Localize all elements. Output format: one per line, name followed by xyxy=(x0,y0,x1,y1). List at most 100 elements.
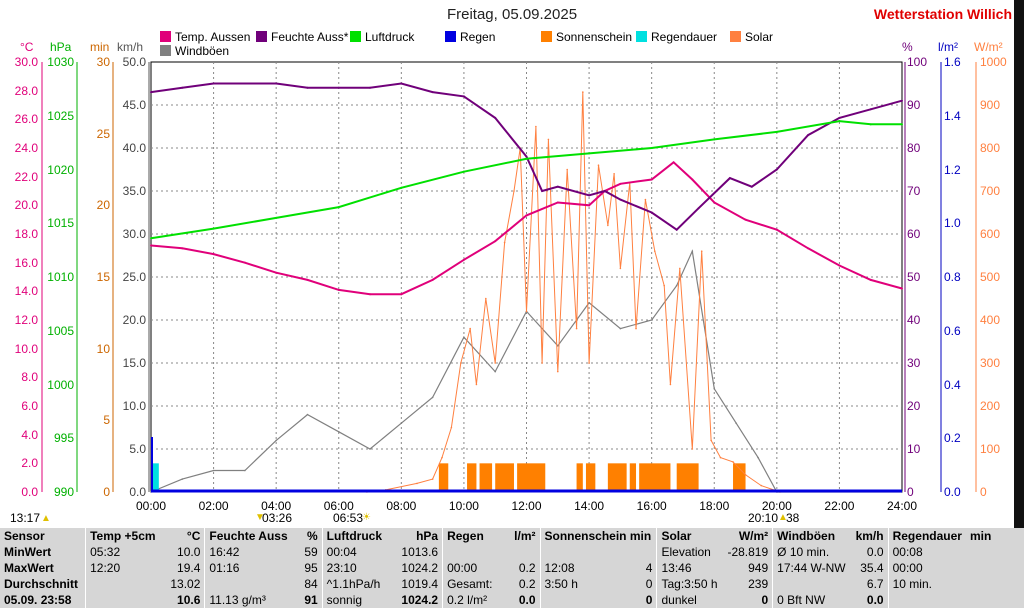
stats-cell-label xyxy=(539,544,614,560)
series-point xyxy=(650,211,653,214)
stats-row: MinWert 05:32 10.0 16:42 59 00:04 1013.6 Elevat… xyxy=(0,544,1024,560)
stats-header: Regendauer xyxy=(887,528,966,544)
series-point xyxy=(275,271,278,274)
stats-cell-label: 05:32 xyxy=(85,544,167,560)
stats-cell-value: 0 xyxy=(645,577,653,591)
series-point xyxy=(462,95,465,98)
stats-cell-label: 13:46 xyxy=(656,560,724,576)
rain-bar xyxy=(151,437,153,492)
solar-point xyxy=(494,362,497,364)
sunshine-bar xyxy=(576,463,583,492)
stats-row-label: MaxWert xyxy=(4,561,54,575)
series-point xyxy=(901,287,903,290)
sunshine-bar xyxy=(733,463,746,492)
solar-series-line xyxy=(366,92,781,493)
legend-swatch xyxy=(256,31,267,42)
series-point xyxy=(212,227,215,230)
series-point xyxy=(838,264,841,267)
stats-cell-value: 91 xyxy=(304,593,318,607)
stats-cell-label: 00:00 xyxy=(442,560,503,576)
wm2-tick-label: 300 xyxy=(980,356,1001,370)
series-point xyxy=(150,91,152,94)
series-point xyxy=(275,216,278,219)
x-tick-label: 02:00 xyxy=(198,499,229,513)
stats-cell-label: Ø 10 min. xyxy=(772,544,850,560)
series-point xyxy=(750,185,753,188)
solar-point xyxy=(450,426,453,429)
series-point xyxy=(431,278,434,281)
temp-tick-label: 16.0 xyxy=(14,255,38,270)
wm2-tick-label: 900 xyxy=(980,98,1001,112)
stats-cell-label: Gesamt: xyxy=(442,576,503,592)
lm2-tick-label: 0.4 xyxy=(944,377,961,392)
solar-point xyxy=(541,362,543,364)
lm2-tick-label: 0.8 xyxy=(944,270,961,284)
series-point xyxy=(525,155,528,158)
legend-item-humidity: Feuchte Auss* xyxy=(256,30,348,44)
sunshine-bar xyxy=(585,463,596,492)
temp-tick-label: 12.0 xyxy=(14,313,38,327)
gust-point xyxy=(244,469,246,472)
stats-cell-value: 1019.4 xyxy=(401,577,439,591)
hpa-tick-label: 1005 xyxy=(47,323,74,338)
stats-cell-value: 949 xyxy=(748,561,769,575)
stats-cell-label: 00:08 xyxy=(887,544,1024,560)
stats-cell-value xyxy=(613,544,657,560)
temp-tick-label: 6.0 xyxy=(21,399,38,413)
hpa-tick-label: 1015 xyxy=(47,216,74,231)
stats-header-unit: km/h xyxy=(855,529,884,543)
gust-point xyxy=(556,345,559,347)
wm2-tick-label: 700 xyxy=(980,184,1001,198)
unit-lm2: l/m² xyxy=(938,40,958,54)
solar-point xyxy=(760,484,762,487)
gust-point xyxy=(337,431,340,433)
solar-point xyxy=(547,138,550,141)
gust-point xyxy=(619,327,622,330)
x-tick-label: 14:00 xyxy=(574,499,605,513)
min-tick-label: 25 xyxy=(96,126,110,141)
legend-item-rain-duration: Regendauer xyxy=(636,30,717,44)
temp-tick-label: 22.0 xyxy=(14,169,38,184)
x-tick-label: 06:00 xyxy=(323,499,354,513)
stats-cell-label: 00:04 xyxy=(321,544,398,560)
gust-point xyxy=(650,319,653,321)
stats-cell-label: 01:16 xyxy=(204,560,297,576)
series-point xyxy=(243,82,246,85)
lm2-tick-label: 1.2 xyxy=(944,162,961,177)
series-point xyxy=(462,258,465,261)
series-point xyxy=(901,99,903,102)
kmh-tick-label: 15.0 xyxy=(122,356,146,370)
solar-point xyxy=(644,198,647,201)
stats-cell-label: sonnig xyxy=(321,592,398,608)
kmh-tick-label: 10.0 xyxy=(122,399,146,413)
series-point xyxy=(337,288,340,291)
series-point xyxy=(150,237,152,240)
stats-table: Sensor Temp +5cm °C Feuchte Auss % Luftd… xyxy=(0,528,1024,608)
stats-cell-label: 0.2 l/m² xyxy=(442,592,503,608)
lm2-tick-label: 0.6 xyxy=(944,323,961,338)
stats-cell-label: ^1.1hPa/h xyxy=(321,576,398,592)
sunshine-bar xyxy=(607,463,627,492)
solar-point xyxy=(597,164,600,166)
series-point xyxy=(807,134,810,137)
temp-tick-label: 10.0 xyxy=(14,341,38,356)
sunshine-bar xyxy=(467,463,477,492)
stats-cell-label: 0 Bft NW xyxy=(772,592,850,608)
wm2-tick-label: 800 xyxy=(980,141,1001,155)
stats-row-label: 05.09. 23:58 xyxy=(4,593,72,607)
stats-cell-label: 12:08 xyxy=(539,560,614,576)
series-point xyxy=(672,161,675,164)
solar-point xyxy=(513,190,515,192)
hpa-tick-label: 995 xyxy=(53,431,74,446)
solar-point xyxy=(700,250,703,252)
stats-cell-label xyxy=(442,544,503,560)
series-point xyxy=(337,206,340,209)
hpa-tick-label: 1025 xyxy=(47,108,74,123)
lm2-tick-label: 1.6 xyxy=(944,55,961,69)
series-point xyxy=(541,190,544,192)
solar-point xyxy=(732,461,734,463)
series-point xyxy=(869,278,872,281)
stats-cell-label xyxy=(85,592,167,608)
series-point xyxy=(275,82,278,85)
stats-cell-value: -28.819 xyxy=(727,545,769,559)
